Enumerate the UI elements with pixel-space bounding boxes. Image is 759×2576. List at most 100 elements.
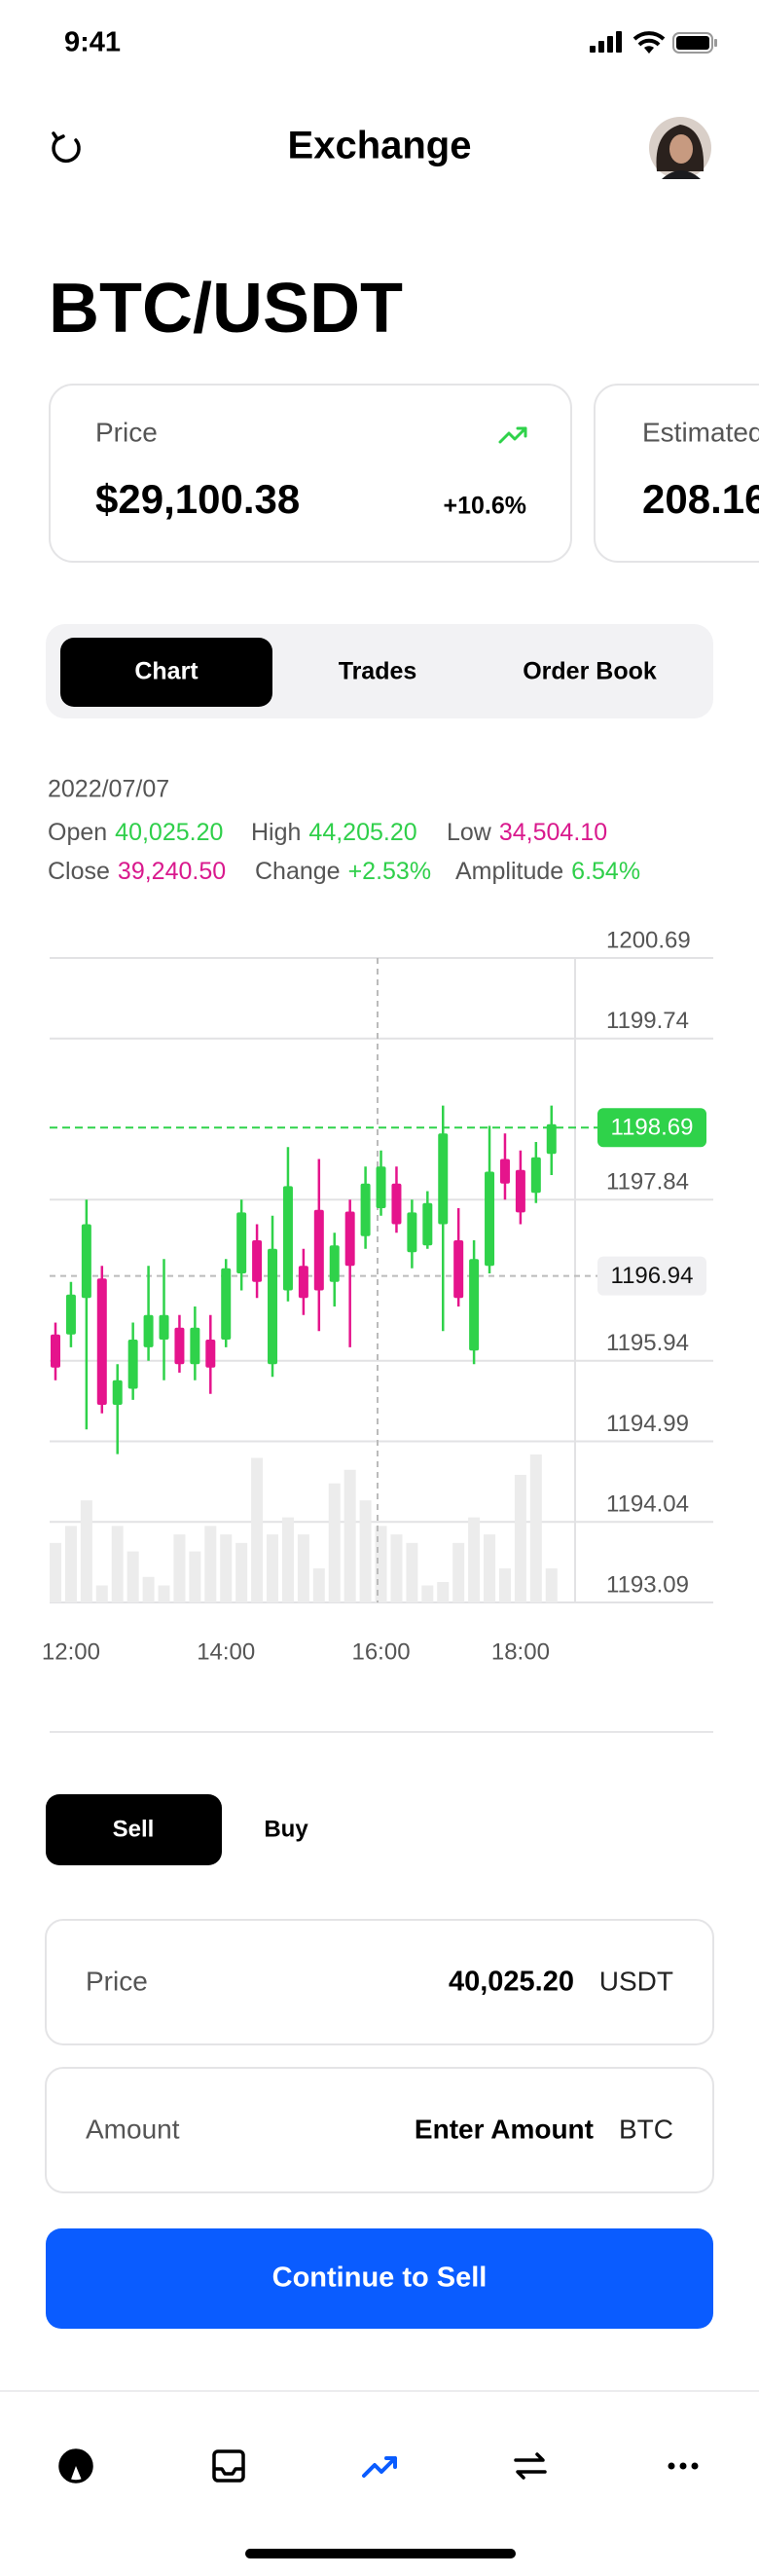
candle-body <box>143 1314 154 1347</box>
candle-body <box>422 1202 433 1246</box>
tab[interactable]: Order Book <box>523 658 657 685</box>
stat-value: +2.53% <box>348 858 432 885</box>
candle-body <box>268 1248 278 1365</box>
stat-label: Change <box>255 858 341 885</box>
volume-bar <box>111 1526 124 1602</box>
y-tick-label: 1194.04 <box>606 1491 689 1518</box>
volume-bar <box>50 1542 61 1602</box>
status-icons <box>590 31 717 54</box>
stat-value: 40,025.20 <box>115 819 223 846</box>
input-label: Price <box>86 1966 148 1996</box>
volume-bar <box>406 1542 418 1602</box>
volume-bar <box>498 1568 511 1602</box>
card-change: +10.6% <box>444 493 527 520</box>
volume-bar <box>220 1534 233 1602</box>
candle-body <box>236 1212 247 1274</box>
card-value: $29,100.38 <box>95 476 300 522</box>
nav-swap[interactable] <box>514 2452 547 2480</box>
input-placeholder: Enter Amount <box>415 2114 594 2144</box>
volume-bar <box>80 1500 92 1602</box>
candle-body <box>205 1339 216 1368</box>
mode-active[interactable] <box>46 1794 222 1865</box>
candle-body <box>515 1169 525 1213</box>
home-indicator <box>245 2549 516 2558</box>
card-label: Estimated <box>642 417 759 447</box>
status-time: 9:41 <box>64 27 121 58</box>
stat-value: 44,205.20 <box>308 819 416 846</box>
volume-bar <box>484 1534 496 1602</box>
volume-bar <box>204 1526 217 1602</box>
submit-button[interactable] <box>46 2228 713 2329</box>
volume-bar <box>545 1568 558 1602</box>
stats: Open 40,025.20 High 44,205.20 Low 34,504.10 Cl… <box>48 819 640 885</box>
candle-body <box>485 1171 495 1267</box>
x-tick-label: 16:00 <box>351 1638 410 1665</box>
candle-body <box>344 1211 355 1267</box>
volume-bar <box>514 1474 526 1602</box>
stat: Close 39,240.50 <box>48 858 226 885</box>
volume-bar <box>64 1526 77 1602</box>
page-title: Exchange <box>288 125 472 167</box>
volume-bar <box>189 1551 201 1602</box>
candle-body <box>298 1266 308 1299</box>
y-tick-label: 1200.69 <box>606 927 691 953</box>
volume-bar <box>142 1576 155 1602</box>
crosshair-tag-label: 1196.94 <box>611 1263 694 1289</box>
volume-bar <box>529 1454 542 1602</box>
avatar[interactable] <box>649 117 711 179</box>
submit-label[interactable]: Continue to Sell <box>272 2263 488 2294</box>
volume-bar <box>158 1585 170 1602</box>
nav-portfolio[interactable] <box>55 2446 95 2485</box>
candle-body <box>360 1183 371 1236</box>
price-tag-label: 1198.69 <box>611 1115 694 1141</box>
volume-bar <box>437 1582 450 1602</box>
tab-active[interactable] <box>60 638 272 707</box>
candle-body <box>376 1166 386 1208</box>
candle-body <box>252 1240 263 1282</box>
card-label: Price <box>95 417 158 447</box>
input-unit: USDT <box>599 1966 673 1996</box>
nav-inbox[interactable] <box>212 2449 245 2483</box>
candle-body <box>159 1314 169 1340</box>
candle-body <box>329 1245 340 1282</box>
volume-bar <box>126 1551 139 1602</box>
price-tag <box>597 1108 706 1148</box>
stat-label: High <box>251 819 301 846</box>
stat-value: 6.54% <box>571 858 640 885</box>
volume-bar <box>235 1542 248 1602</box>
volume-bar <box>328 1483 341 1602</box>
nav-markets[interactable] <box>362 2456 397 2478</box>
candle-body <box>499 1159 510 1184</box>
pair-title: BTC/USDT <box>49 270 403 348</box>
volume-bar <box>390 1534 403 1602</box>
volume-bar <box>452 1542 465 1602</box>
stat-label: Open <box>48 819 107 846</box>
volume-bar <box>343 1469 356 1602</box>
candle-body <box>546 1123 557 1155</box>
candle-body <box>469 1259 480 1351</box>
candle-body <box>65 1294 76 1335</box>
mode-button[interactable]: Buy <box>264 1816 308 1842</box>
stat: High 44,205.20 <box>251 819 417 846</box>
candle-body <box>407 1212 417 1253</box>
volume-bar <box>468 1517 481 1602</box>
stat-label: Amplitude <box>455 858 563 885</box>
candle-body <box>313 1209 324 1291</box>
nav-more[interactable] <box>668 2462 699 2470</box>
refresh-button[interactable] <box>52 131 81 164</box>
crosshair-tag <box>597 1256 706 1296</box>
price-input[interactable] <box>45 1919 714 2045</box>
candle-body <box>81 1224 91 1299</box>
y-tick-label: 1193.09 <box>606 1571 689 1598</box>
mode-button[interactable]: Sell <box>113 1816 155 1842</box>
volume-bar <box>281 1517 294 1602</box>
candle-body <box>221 1268 232 1340</box>
tab[interactable]: Trades <box>339 658 417 685</box>
candle-body <box>530 1157 541 1194</box>
tab[interactable]: Chart <box>134 658 199 685</box>
price-card <box>49 384 572 563</box>
estimate-card <box>594 384 759 563</box>
amount-input[interactable] <box>45 2067 714 2193</box>
input-unit: BTC <box>619 2114 673 2144</box>
